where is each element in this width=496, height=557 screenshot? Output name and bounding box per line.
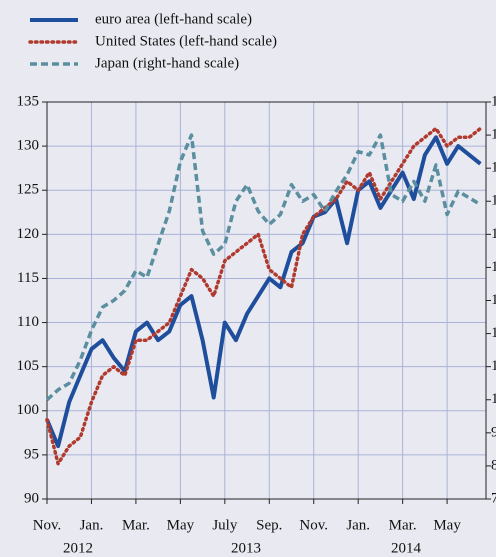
x-group-label: 2012	[63, 540, 93, 556]
y2-tick-label: 110	[491, 358, 496, 374]
y-tick-label: 125	[17, 182, 40, 198]
y-tick-label: 105	[17, 358, 40, 374]
x-tick-label: Sep.	[256, 517, 282, 533]
x-group-label: 2014	[391, 540, 422, 556]
y-tick-label: 110	[17, 314, 39, 330]
x-tick-label: Mar.	[122, 517, 150, 533]
y-tick-label: 95	[24, 446, 39, 462]
y2-tick-label: 160	[491, 193, 496, 209]
legend-label: Japan (right-hand scale)	[95, 55, 239, 71]
y2-tick-label: 170	[491, 160, 496, 176]
x-tick-label: Jan.	[346, 517, 370, 533]
plot-frame	[46, 101, 487, 500]
y2-tick-label: 180	[491, 127, 496, 143]
y2-tick-label: 120	[491, 325, 496, 341]
y-tick-label: 135	[17, 93, 40, 109]
y-tick-label: 120	[17, 226, 40, 242]
y2-tick-label: 150	[491, 226, 496, 242]
x-tick-label: May	[167, 517, 195, 533]
x-tick-label: May	[433, 517, 461, 533]
series-line	[45, 135, 482, 449]
y2-tick-label: 130	[491, 292, 496, 308]
y-tick-label: 130	[17, 138, 40, 154]
y2-tick-label: 80	[491, 457, 496, 473]
x-tick-label: Mar.	[389, 517, 417, 533]
legend-label: euro area (left-hand scale)	[95, 11, 252, 27]
y-tick-label: 100	[17, 402, 40, 418]
x-tick-label: Jan.	[80, 517, 104, 533]
series-line	[45, 126, 483, 466]
y-tick-label: 90	[24, 490, 39, 506]
y-tick-label: 115	[17, 270, 39, 286]
y2-tick-label: 140	[491, 259, 496, 275]
y2-tick-label: 90	[491, 424, 496, 440]
legend-label: United States (left-hand scale)	[95, 33, 277, 49]
x-tick-label: July	[212, 517, 238, 533]
x-group-label: 2013	[231, 540, 261, 556]
series-line	[45, 133, 482, 402]
x-tick-label: Nov.	[299, 517, 328, 533]
y2-tick-label: 190	[491, 93, 496, 109]
x-tick-label: Nov.	[33, 517, 62, 533]
y2-tick-label: 70	[491, 490, 496, 506]
y2-tick-label: 100	[491, 391, 496, 407]
